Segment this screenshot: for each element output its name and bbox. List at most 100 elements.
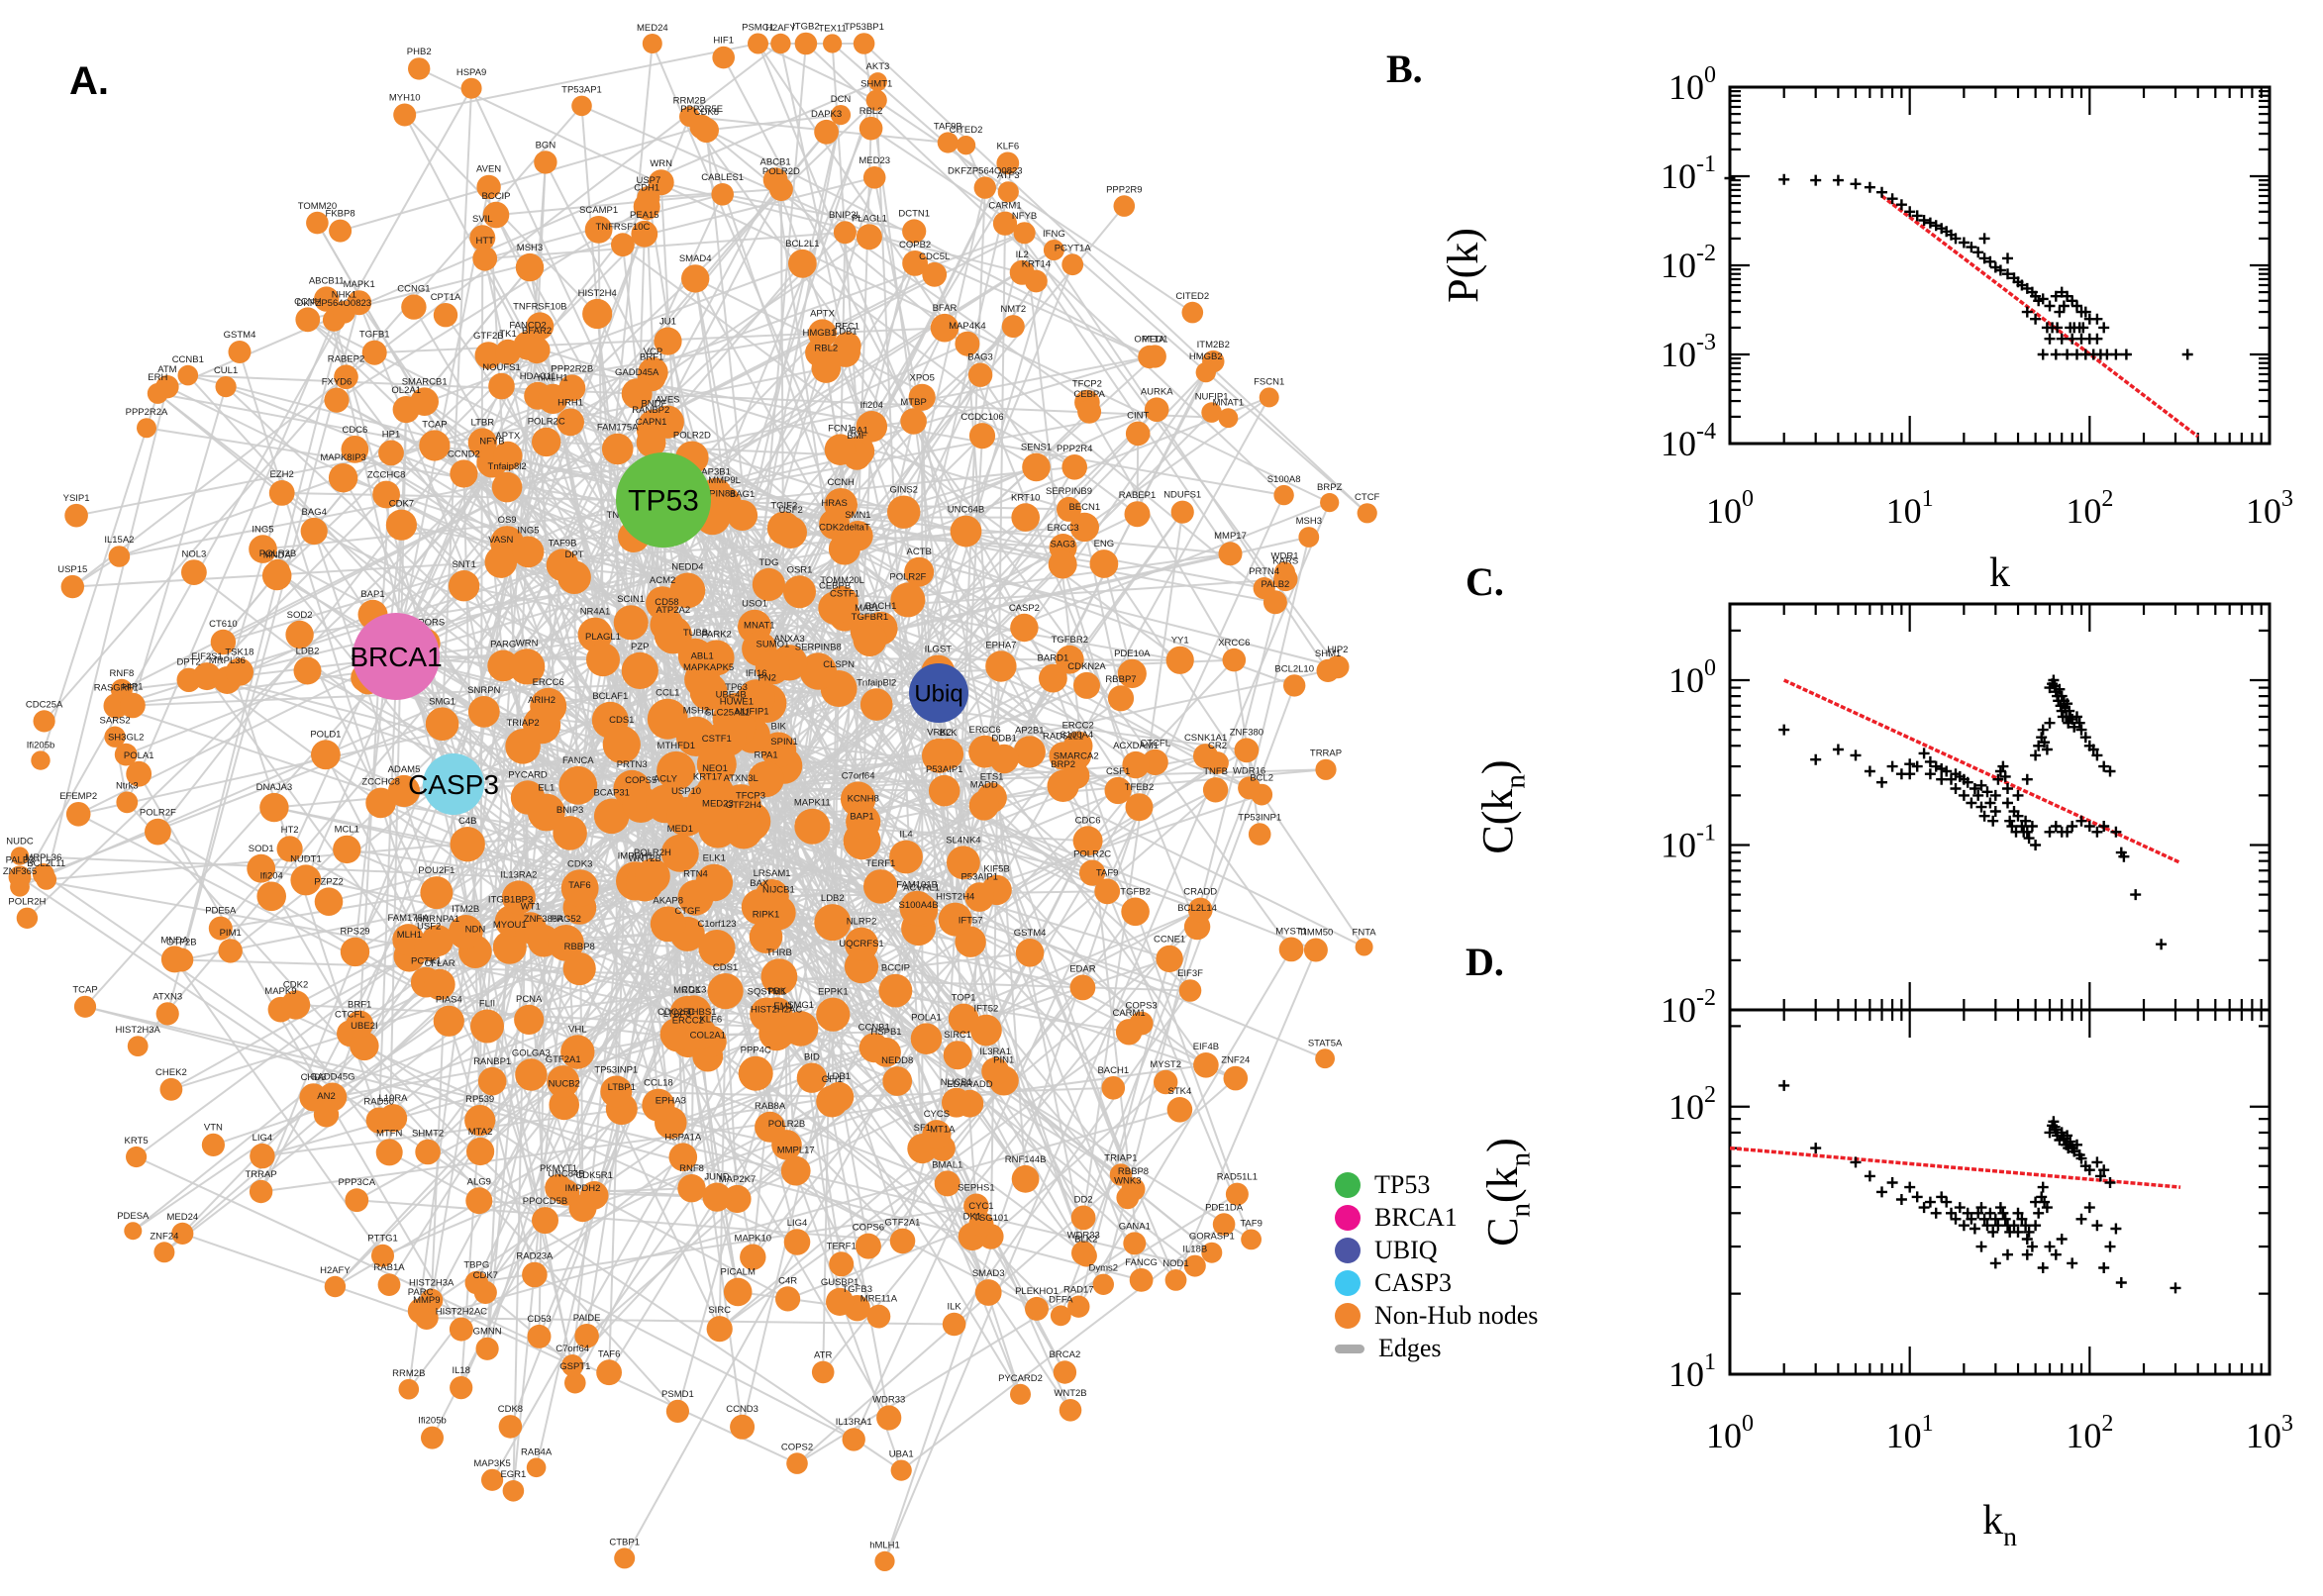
network-node-label: TAF9 bbox=[1240, 1219, 1262, 1230]
network-node-label: GINS2 bbox=[889, 485, 918, 496]
network-node bbox=[10, 847, 30, 865]
network-node-label: PZPZ2 bbox=[314, 876, 344, 887]
network-node-label: AP3B1 bbox=[701, 467, 731, 478]
network-node-label: PPP2R5E bbox=[680, 104, 723, 115]
network-node bbox=[942, 1087, 971, 1118]
network-node bbox=[522, 1261, 548, 1288]
network-node-label: TAF6 bbox=[598, 1348, 621, 1359]
network-node bbox=[515, 1058, 548, 1091]
network-node bbox=[346, 1010, 374, 1039]
network-node-label: SERPINB9 bbox=[1046, 486, 1092, 497]
network-node-label: Ifi205b bbox=[27, 741, 55, 751]
network-node-label: CUL1 bbox=[214, 365, 238, 376]
network-node-label: BCL2L11 bbox=[27, 858, 65, 869]
network-node-label: ATM bbox=[157, 364, 176, 375]
network-node bbox=[656, 750, 696, 791]
network-node bbox=[469, 225, 496, 251]
network-node bbox=[1009, 259, 1035, 285]
network-node-label: CCND2 bbox=[448, 449, 480, 459]
network-node-label: RAD51L1 bbox=[1217, 1172, 1258, 1183]
network-node bbox=[676, 995, 712, 1031]
network-node bbox=[8, 865, 32, 889]
network-node-label: BCL2L14 bbox=[1177, 903, 1217, 914]
network-node-label: CCNG1 bbox=[397, 283, 430, 294]
network-node bbox=[482, 201, 510, 229]
network-node bbox=[686, 782, 729, 825]
network-node bbox=[502, 1480, 525, 1502]
network-node bbox=[752, 567, 786, 602]
network-node bbox=[534, 150, 557, 174]
network-node bbox=[596, 1359, 622, 1386]
network-node-label: HSPA1A bbox=[664, 1132, 701, 1143]
network-node bbox=[1273, 566, 1298, 592]
network-node bbox=[1357, 503, 1377, 524]
network-node-label: VHL bbox=[568, 1024, 586, 1035]
network-node-label: GTF2A1 bbox=[546, 1054, 581, 1065]
network-node bbox=[711, 183, 734, 206]
network-node-label: RAB8A bbox=[755, 1101, 786, 1112]
network-node-label: PLEKHO1 bbox=[1015, 1286, 1059, 1297]
network-node-label: PKMYT1 bbox=[540, 1163, 577, 1174]
network-node-label: PEA15 bbox=[630, 210, 659, 221]
network-node bbox=[547, 1065, 580, 1098]
network-node bbox=[1129, 1268, 1154, 1292]
network-node-label: NUFIP1 bbox=[736, 706, 769, 717]
network-node-label: HUWE1 bbox=[720, 696, 754, 707]
legend-item-tp53: TP53 bbox=[1335, 1170, 1538, 1199]
network-node bbox=[1059, 1399, 1082, 1422]
network-node bbox=[593, 798, 630, 835]
network-node-label: SH3GL2 bbox=[108, 733, 144, 744]
network-node-label: RBBP7 bbox=[1105, 674, 1136, 685]
network-node bbox=[1320, 493, 1340, 513]
network-node bbox=[1123, 1232, 1147, 1255]
network-node bbox=[328, 463, 358, 493]
network-node-label: MAPK11 bbox=[794, 798, 831, 809]
network-node-label: BCL2 bbox=[1250, 773, 1273, 784]
legend-dot-swatch bbox=[1335, 1205, 1361, 1231]
network-node-label: BNIP3 bbox=[556, 805, 583, 816]
network-node-label: SMN1 bbox=[845, 510, 870, 521]
network-node bbox=[181, 559, 207, 585]
network-node-label: EIF2S1 bbox=[191, 651, 223, 662]
network-node bbox=[324, 1275, 347, 1298]
network-node-label: C1orf123 bbox=[697, 919, 736, 930]
network-node-label: UBE4B bbox=[716, 689, 747, 700]
network-node-label: hMLH1 bbox=[538, 373, 568, 384]
network-node bbox=[1125, 421, 1151, 447]
network-node-label: PPP2R2A bbox=[126, 407, 168, 418]
network-node-label: ERCC6 bbox=[533, 677, 564, 688]
network-node-label: EZH2 bbox=[270, 469, 294, 480]
network-node-label: BRCA2 bbox=[1050, 1349, 1081, 1360]
network-node-label: CABLES1 bbox=[701, 172, 744, 183]
network-node bbox=[116, 791, 139, 814]
network-node-label: POLR2C bbox=[1073, 849, 1111, 860]
network-node bbox=[556, 408, 584, 437]
network-node-label: CCNE1 bbox=[1154, 935, 1185, 946]
network-node-label: ATF3 bbox=[997, 170, 1020, 181]
network-node-label: NUCB2 bbox=[549, 1079, 580, 1090]
network-node-label: MED23 bbox=[702, 798, 734, 809]
network-node bbox=[981, 1056, 1010, 1085]
network-node-label: BRF1 bbox=[348, 1000, 371, 1011]
network-node bbox=[155, 1002, 179, 1026]
network-node bbox=[1013, 222, 1036, 245]
network-node-label: POLA1 bbox=[124, 750, 154, 761]
network-node bbox=[887, 495, 921, 529]
network-node-label: BGN bbox=[536, 140, 556, 150]
network-node-label: KARS bbox=[1272, 556, 1298, 567]
network-node bbox=[712, 46, 735, 69]
network-node-label: XRCC6 bbox=[1218, 638, 1250, 648]
axis-tick-label: 100 bbox=[1668, 655, 1716, 700]
network-node-label: ZNF385A bbox=[524, 914, 564, 925]
panel-c-label: C. bbox=[1465, 559, 1504, 604]
network-node-label: TOMM20L bbox=[820, 575, 864, 586]
network-node bbox=[1125, 793, 1154, 822]
legend-item-ubiq: UBIQ bbox=[1335, 1236, 1538, 1264]
network-node-label: MSH3 bbox=[1296, 516, 1322, 527]
network-node bbox=[902, 219, 927, 244]
network-node-label: RAD17 bbox=[1063, 1285, 1094, 1296]
network-node bbox=[642, 34, 662, 53]
network-node-label: NUDT1 bbox=[290, 853, 322, 864]
network-node bbox=[1057, 496, 1081, 522]
hub-node-ubiq bbox=[909, 663, 968, 723]
